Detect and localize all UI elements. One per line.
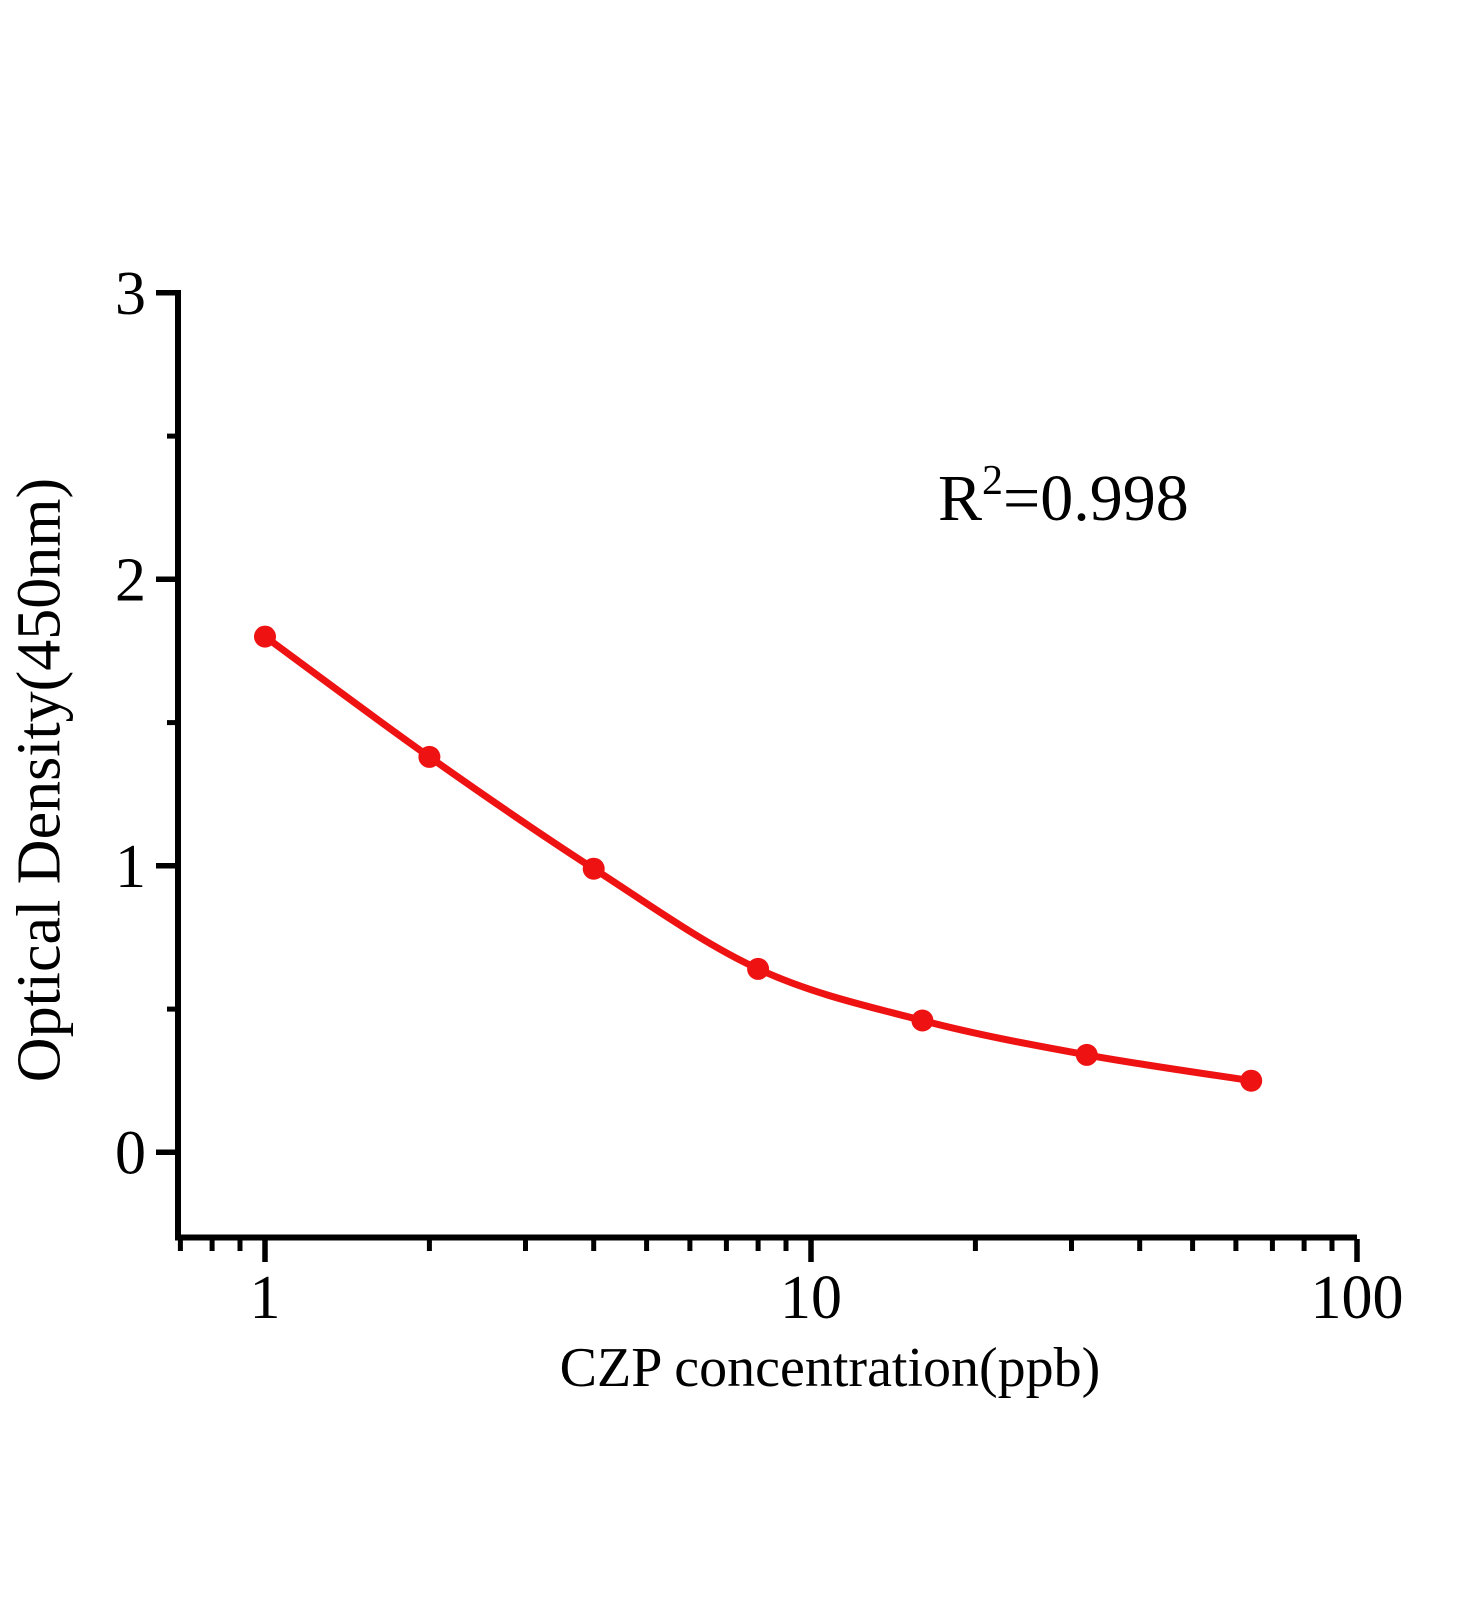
y-axis-title: Optical Density(450nm) <box>5 477 74 1083</box>
x-tick-label-10: 10 <box>780 1264 842 1332</box>
data-point-marker <box>1075 1043 1098 1066</box>
r-squared-value: =0.998 <box>1003 462 1189 535</box>
data-point-marker <box>582 857 605 880</box>
data-point-marker <box>254 625 276 648</box>
y-tick-label-3: 3 <box>115 260 146 328</box>
x-tick-label-100: 100 <box>1311 1264 1404 1332</box>
y-tick-label-1: 1 <box>115 833 146 901</box>
fit-curve <box>261 633 1255 1085</box>
y-tick-label-2: 2 <box>115 546 146 614</box>
r-squared-annotation: R2=0.998 <box>938 460 1189 532</box>
data-point-marker <box>418 745 441 768</box>
data-point-marker <box>747 957 770 980</box>
data-point-marker <box>1240 1069 1263 1092</box>
x-axis-title: CZP concentration(ppb) <box>559 1337 1101 1399</box>
x-tick-label-1: 1 <box>250 1264 281 1332</box>
r-squared-exponent: 2 <box>982 458 1004 504</box>
data-point-marker <box>911 1009 934 1032</box>
y-tick-label-0: 0 <box>115 1119 146 1187</box>
axis-spines <box>175 290 1357 1241</box>
r-squared-base: R <box>938 462 983 535</box>
